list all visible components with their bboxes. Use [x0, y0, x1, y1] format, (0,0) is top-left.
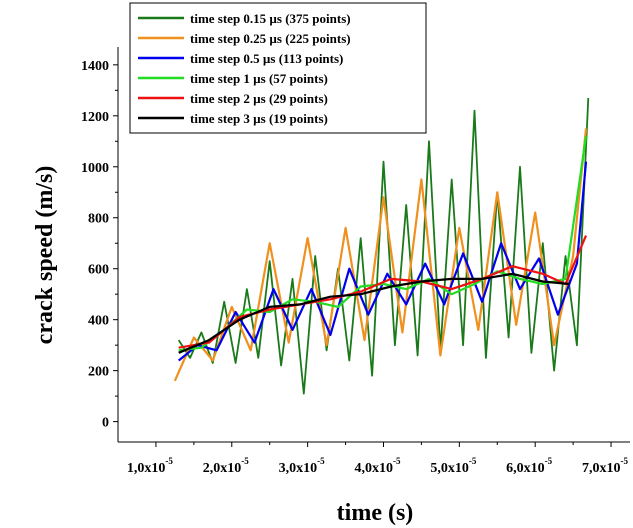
- y-tick-label: 400: [88, 314, 109, 329]
- x-tick-label: 1,0x10-5: [127, 456, 173, 476]
- x-tick-exponent: -5: [621, 456, 629, 466]
- y-tick-label: 200: [88, 365, 109, 380]
- legend: time step 0.15 µs (375 points) time step …: [129, 2, 427, 134]
- legend-label-3: time step 1 µs (57 points): [190, 71, 328, 86]
- series-layer: [173, 97, 590, 395]
- x-tick-label: 5,0x10-5: [430, 456, 476, 476]
- y-axis-title: crack speed (m/s): [32, 166, 58, 345]
- x-tick-label: 6,0x10-5: [506, 456, 552, 476]
- legend-label-1: time step 0.25 µs (225 points): [190, 31, 351, 46]
- x-axis-title: time (s): [337, 500, 414, 526]
- axes-layer: 0 200 400 600 800 1000 1200 1400 1,0x10-5 2,0x10-…: [81, 47, 630, 476]
- legend-label-0: time step 0.15 µs (375 points): [190, 11, 351, 26]
- legend-label-4: time step 2 µs (29 points): [190, 91, 328, 106]
- series-line-5: [178, 272, 570, 354]
- y-tick-label: 1200: [81, 110, 109, 125]
- legend-label-2: time step 0.5 µs (113 points): [190, 51, 343, 66]
- x-tick-exponent: -5: [469, 456, 477, 466]
- x-tick-label: 4,0x10-5: [354, 456, 400, 476]
- y-tick-label: 1400: [81, 59, 109, 74]
- y-tick-label: 600: [88, 263, 109, 278]
- x-tick-label: 2,0x10-5: [203, 456, 249, 476]
- series-line-2: [178, 161, 588, 362]
- x-tick-exponent: -5: [393, 456, 401, 466]
- x-tick-exponent: -5: [317, 456, 325, 466]
- x-tick-exponent: -5: [545, 456, 553, 466]
- series-line-1: [173, 128, 588, 382]
- series-line-0: [177, 97, 590, 395]
- x-tick-exponent: -5: [241, 456, 249, 466]
- x-tick-label: 7,0x10-5: [582, 456, 628, 476]
- y-tick-label: 800: [88, 212, 109, 227]
- y-tick-label: 0: [102, 416, 109, 431]
- series-line-3: [178, 136, 588, 352]
- legend-label-5: time step 3 µs (19 points): [190, 111, 328, 126]
- legend-box: [129, 2, 427, 134]
- x-tick-exponent: -5: [165, 456, 173, 466]
- x-tick-label: 3,0x10-5: [279, 456, 325, 476]
- y-tick-label: 1000: [81, 161, 109, 176]
